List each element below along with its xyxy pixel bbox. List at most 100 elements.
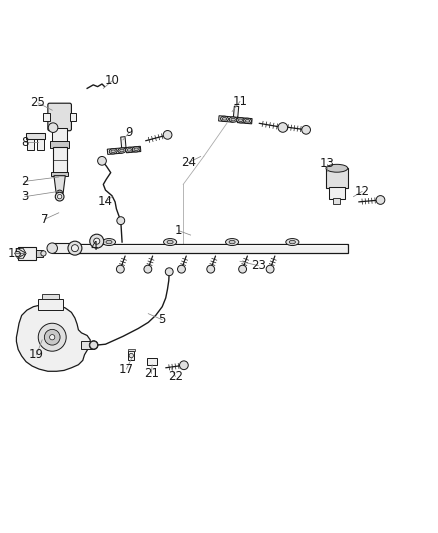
- Circle shape: [48, 123, 58, 133]
- Circle shape: [44, 329, 60, 345]
- Polygon shape: [18, 253, 26, 259]
- Ellipse shape: [106, 240, 112, 244]
- Circle shape: [117, 265, 124, 273]
- Circle shape: [278, 123, 288, 132]
- Bar: [78, 244, 348, 253]
- Circle shape: [38, 323, 66, 351]
- Text: 10: 10: [105, 75, 120, 87]
- Circle shape: [90, 341, 98, 349]
- Ellipse shape: [102, 239, 116, 246]
- Polygon shape: [54, 176, 65, 193]
- Circle shape: [57, 190, 63, 196]
- Ellipse shape: [326, 164, 348, 172]
- Circle shape: [89, 341, 98, 350]
- Ellipse shape: [120, 149, 124, 152]
- Circle shape: [177, 265, 185, 273]
- Ellipse shape: [229, 117, 237, 122]
- Circle shape: [49, 335, 55, 340]
- Circle shape: [163, 131, 172, 139]
- Ellipse shape: [41, 251, 46, 256]
- Ellipse shape: [245, 119, 250, 122]
- Polygon shape: [16, 304, 90, 372]
- Bar: [329, 187, 345, 199]
- Ellipse shape: [71, 245, 78, 252]
- Text: 7: 7: [41, 213, 48, 226]
- Bar: [52, 243, 76, 253]
- Text: 13: 13: [320, 157, 335, 171]
- Text: 23: 23: [251, 259, 266, 272]
- Polygon shape: [23, 253, 26, 259]
- Bar: [147, 358, 156, 365]
- Text: 1: 1: [175, 224, 183, 237]
- Bar: [42, 294, 59, 299]
- FancyBboxPatch shape: [48, 103, 71, 131]
- Polygon shape: [18, 248, 26, 253]
- Polygon shape: [37, 138, 44, 150]
- Circle shape: [55, 192, 64, 201]
- Ellipse shape: [229, 240, 235, 244]
- Circle shape: [98, 157, 106, 165]
- Text: 2: 2: [21, 175, 28, 188]
- Bar: [52, 128, 67, 142]
- Ellipse shape: [237, 118, 244, 123]
- Circle shape: [376, 196, 385, 204]
- Text: 3: 3: [21, 190, 28, 203]
- Ellipse shape: [223, 117, 227, 120]
- Circle shape: [90, 234, 104, 248]
- Bar: [43, 113, 49, 121]
- Bar: [128, 351, 134, 360]
- Bar: [79, 245, 347, 247]
- Text: 15: 15: [7, 247, 22, 260]
- Polygon shape: [26, 133, 45, 139]
- Text: 5: 5: [159, 313, 166, 326]
- Text: 21: 21: [144, 367, 159, 380]
- Bar: [51, 172, 68, 176]
- Bar: [70, 113, 76, 121]
- Bar: [50, 141, 69, 148]
- Text: 22: 22: [168, 370, 183, 383]
- Ellipse shape: [118, 148, 126, 153]
- Ellipse shape: [289, 240, 295, 244]
- Text: 9: 9: [126, 126, 133, 139]
- Ellipse shape: [167, 240, 173, 244]
- Ellipse shape: [47, 243, 57, 253]
- Polygon shape: [14, 253, 26, 259]
- Bar: [18, 247, 35, 260]
- Ellipse shape: [109, 149, 117, 154]
- Polygon shape: [219, 106, 252, 124]
- Text: 19: 19: [29, 348, 44, 361]
- Ellipse shape: [221, 116, 228, 122]
- Text: 17: 17: [119, 362, 134, 376]
- Polygon shape: [27, 138, 34, 150]
- Ellipse shape: [127, 149, 131, 151]
- Text: 8: 8: [21, 135, 28, 149]
- Ellipse shape: [286, 239, 299, 246]
- Ellipse shape: [231, 118, 235, 121]
- Bar: [81, 341, 94, 350]
- Text: 24: 24: [181, 156, 196, 169]
- Ellipse shape: [68, 241, 82, 255]
- Bar: [128, 349, 135, 351]
- Text: 14: 14: [98, 196, 113, 208]
- Circle shape: [239, 265, 247, 273]
- Ellipse shape: [163, 239, 177, 246]
- Circle shape: [129, 353, 134, 358]
- Bar: [333, 198, 340, 204]
- Ellipse shape: [111, 150, 115, 152]
- Bar: [53, 147, 67, 174]
- Bar: [35, 250, 43, 257]
- Circle shape: [94, 238, 100, 244]
- Polygon shape: [107, 136, 141, 155]
- Text: 11: 11: [233, 95, 247, 108]
- Polygon shape: [14, 248, 26, 253]
- Ellipse shape: [134, 148, 138, 151]
- Ellipse shape: [238, 119, 243, 122]
- Circle shape: [180, 361, 188, 369]
- Ellipse shape: [125, 147, 133, 152]
- Ellipse shape: [132, 147, 140, 152]
- Text: 12: 12: [355, 185, 370, 198]
- Polygon shape: [23, 248, 26, 253]
- Bar: [38, 299, 63, 310]
- Circle shape: [207, 265, 215, 273]
- Circle shape: [165, 268, 173, 276]
